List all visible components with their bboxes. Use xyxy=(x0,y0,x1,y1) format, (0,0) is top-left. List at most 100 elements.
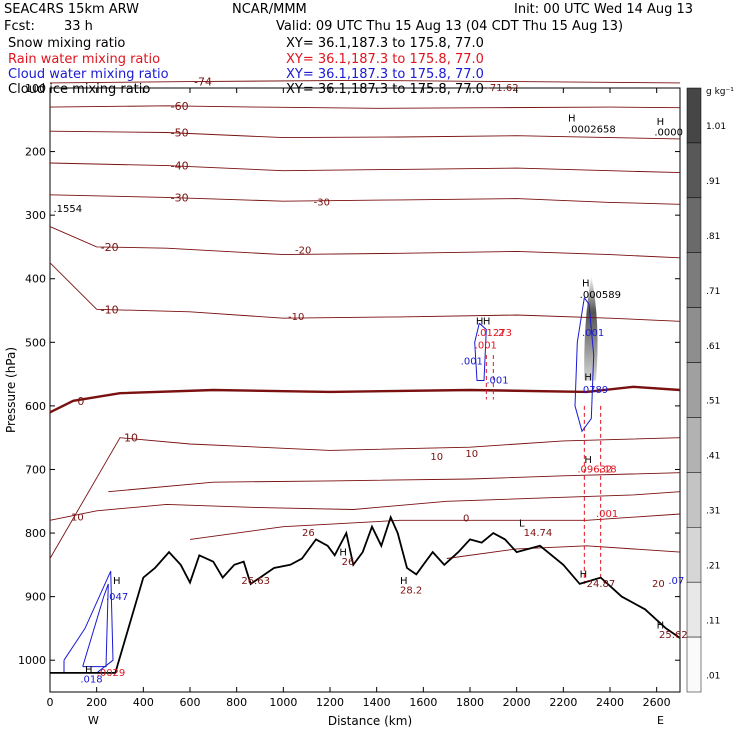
value-annotation: .1554 xyxy=(54,204,83,215)
field-name-cloud-ice: Cloud ice mixing ratio xyxy=(8,82,150,97)
colorbar-label: .21 xyxy=(706,561,720,571)
y-tick-label: 300 xyxy=(25,209,46,222)
colorbar-swatch xyxy=(686,307,702,363)
contour-label: -50 xyxy=(171,127,189,140)
terrain-line xyxy=(50,514,681,674)
temperature-contour xyxy=(49,262,681,322)
colorbar-label: .81 xyxy=(706,232,720,242)
value-annotation: .001 xyxy=(582,328,604,339)
temperature-contour xyxy=(446,545,681,559)
temperature-contour xyxy=(49,194,681,205)
value-annotation: .07 xyxy=(668,576,684,587)
x-end-label-west: W xyxy=(88,714,99,727)
extremum-marker: H xyxy=(582,278,590,289)
extremum-marker: H xyxy=(584,372,592,383)
extremum-marker: H xyxy=(580,570,588,581)
colorbar-swatch xyxy=(686,197,702,253)
value-annotation: 0 xyxy=(463,514,469,525)
field-name-rain: Rain water mixing ratio xyxy=(8,52,160,67)
x-tick-label: 1600 xyxy=(409,696,437,709)
value-annotation: .0029 xyxy=(97,668,126,679)
extremum-marker: H xyxy=(584,455,592,466)
colorbar-swatch xyxy=(686,417,702,473)
y-axis-label: Pressure (hPa) xyxy=(4,347,18,433)
fcst-label: Fcst: xyxy=(4,19,35,34)
colorbar-label: .71 xyxy=(706,287,720,297)
value-annotation: 10 xyxy=(465,449,478,460)
contour-label: -10 xyxy=(101,303,119,316)
field-name-cloud-water: Cloud water mixing ratio xyxy=(8,67,169,82)
value-annotation: .09632 xyxy=(577,465,612,476)
init-time: Init: 00 UTC Wed 14 Aug 13 xyxy=(514,2,693,17)
value-annotation: .18 xyxy=(601,465,617,476)
value-annotation: 26 xyxy=(302,528,315,539)
value-annotation: .01273 xyxy=(477,328,512,339)
value-annotation: -30 xyxy=(314,198,330,209)
x-end-label-east: E xyxy=(657,714,664,727)
y-tick-label: 200 xyxy=(25,146,46,159)
temperature-contour xyxy=(189,513,681,540)
x-tick-label: 200 xyxy=(86,696,107,709)
colorbar-label: 1.01 xyxy=(706,122,726,132)
x-tick-label: 2600 xyxy=(643,696,671,709)
colorbar-label: .91 xyxy=(706,177,720,187)
x-tick-label: 2000 xyxy=(503,696,531,709)
temperature-contour xyxy=(49,226,681,259)
y-tick-label: 500 xyxy=(25,336,46,349)
x-tick-label: 1000 xyxy=(269,696,297,709)
field-xy-cloud-water: XY= 36.1,187.3 to 175.8, 77.0 xyxy=(286,67,484,82)
temperature-contour xyxy=(49,437,681,559)
x-tick-label: 1200 xyxy=(316,696,344,709)
temperature-contour xyxy=(49,385,681,414)
colorbar-swatch xyxy=(686,527,702,583)
colorbar-swatch xyxy=(686,581,702,638)
extremum-marker: H xyxy=(657,620,665,631)
colorbar-label: .61 xyxy=(706,342,720,352)
temperature-contour xyxy=(49,162,681,174)
y-tick-label: 700 xyxy=(25,463,46,476)
value-annotation: -71.62 xyxy=(486,83,518,94)
value-annotation: 10 xyxy=(71,512,84,523)
extremum-marker: H xyxy=(339,547,347,558)
colorbar-label: .51 xyxy=(706,397,720,407)
value-annotation: .0789 xyxy=(580,385,609,396)
x-tick-label: 2200 xyxy=(549,696,577,709)
field-xy-rain: XY= 36.1,187.3 to 175.8, 77.0 xyxy=(286,52,484,67)
value-annotation: .001 xyxy=(461,357,483,368)
colorbar-swatch xyxy=(686,472,702,528)
value-annotation: -20 xyxy=(295,245,311,256)
value-annotation: .001 xyxy=(596,509,618,520)
value-annotation: 24.87 xyxy=(587,579,616,590)
y-tick-label: 100 xyxy=(25,82,46,95)
colorbar-swatch xyxy=(686,142,702,199)
plot-area: -74 -60 -50 -40 -30 -20 -10 0 10 -71.62 .0002658 .0… xyxy=(18,76,688,709)
value-annotation: 14.74 xyxy=(524,528,553,539)
value-annotation: .0000 xyxy=(654,128,683,139)
temperature-contour xyxy=(108,472,681,493)
contour-label: -30 xyxy=(171,191,189,204)
value-annotation: .001 xyxy=(486,376,508,387)
colorbar-label: .01 xyxy=(706,671,720,681)
x-tick-label: 1400 xyxy=(363,696,391,709)
cloud-water-contour xyxy=(574,297,595,433)
value-annotation: 28.2 xyxy=(400,585,422,596)
x-tick-label: 0 xyxy=(47,696,54,709)
value-annotation: .018 xyxy=(80,674,102,685)
contour-label: -40 xyxy=(171,160,189,173)
org-label: NCAR/MMM xyxy=(232,2,307,17)
value-annotation: 26 xyxy=(342,557,355,568)
value-annotation: .001 xyxy=(475,341,497,352)
x-tick-label: 400 xyxy=(133,696,154,709)
colorbar-unit: g kg⁻¹ xyxy=(706,87,734,97)
value-annotation: 25.62 xyxy=(659,630,688,641)
colorbar-swatch xyxy=(686,636,702,693)
contour-label: -74 xyxy=(194,76,212,89)
value-annotation: 10 xyxy=(430,452,443,463)
y-tick-label: 600 xyxy=(25,400,46,413)
x-axis-label: Distance (km) xyxy=(328,714,412,728)
extremum-marker: H xyxy=(657,117,665,128)
fcst-value: 33 h xyxy=(64,19,93,34)
field-xy-cloud-ice: XY= 36.1,187.3 to 175.8, 77.0 xyxy=(286,82,484,97)
y-tick-label: 400 xyxy=(25,273,46,286)
